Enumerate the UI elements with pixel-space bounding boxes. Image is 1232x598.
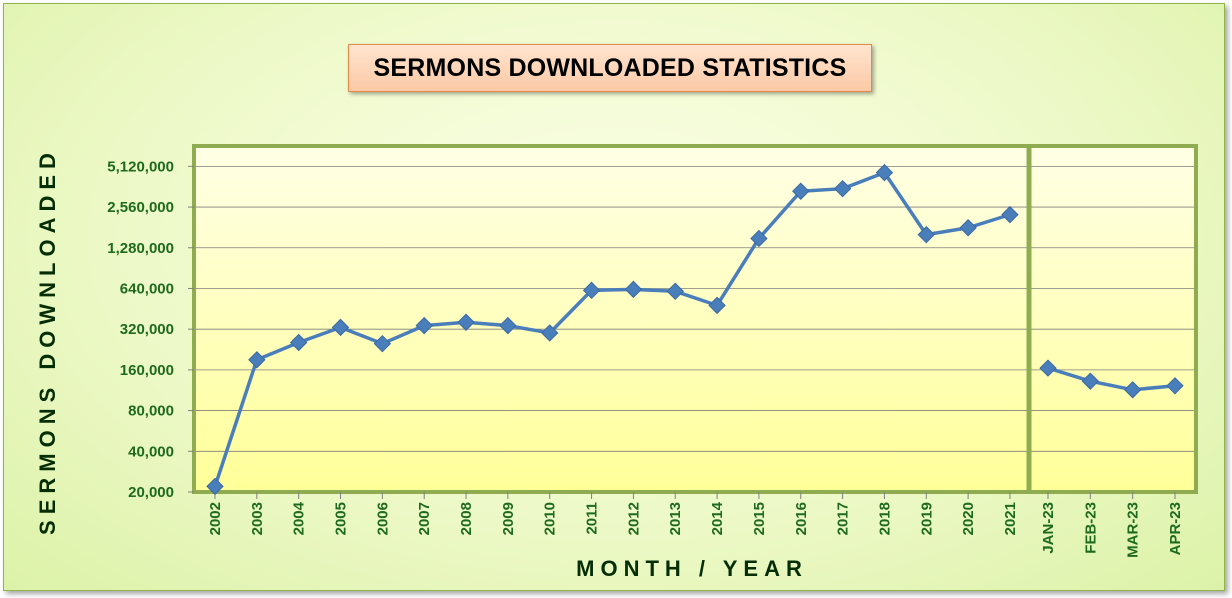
y-axis-ticks: 20,000 40,000 80,000 160,000 320,000 640,000 1… [107,158,194,501]
y-tick-label: 20,000 [128,484,174,501]
data-point-marker [1081,372,1100,390]
x-tick-label: JAN-23 [1040,502,1057,554]
y-tick-label: 320,000 [120,321,174,338]
x-axis-ticks: 2002 2003 2004 2005 2006 2007 2008 2009 2010 2011… [207,492,1184,558]
data-point-marker [959,219,977,237]
y-tick-label: 40,000 [128,443,174,460]
y-tick-label: 2,560,000 [107,199,174,216]
data-point-marker [289,333,308,352]
data-point-marker [1166,377,1184,395]
data-point-marker [206,477,224,496]
x-axis-title: MONTH / YEAR [576,556,808,581]
y-tick-label: 640,000 [120,280,174,297]
data-point-marker [541,324,559,342]
data-point-marker [666,282,684,300]
x-tick-label: MAR-23 [1125,502,1142,558]
data-point-marker [373,334,392,353]
x-tick-label: FEB-23 [1082,502,1099,554]
x-tick-label: 2011 [584,502,601,535]
data-point-marker [331,318,350,337]
x-tick-label: 2015 [751,502,768,535]
series-downloads [206,163,1184,496]
data-point-marker [248,351,266,369]
x-tick-label: 2004 [291,501,308,535]
y-tick-label: 5,120,000 [107,158,174,175]
x-tick-label: 2020 [960,502,977,535]
x-tick-label: 2017 [835,502,852,535]
x-tick-label: 2006 [374,502,391,535]
y-tick-label: 160,000 [120,362,174,379]
y-axis-title: SERMONS DOWNLOADED [35,147,60,535]
x-tick-label: 2019 [918,502,935,535]
x-tick-label: 2021 [1002,502,1019,535]
data-point-marker [833,179,852,198]
x-tick-label: APR-23 [1167,502,1184,555]
x-tick-label: 2002 [207,502,224,535]
x-tick-label: 2007 [416,502,433,535]
x-tick-label: 2003 [249,502,266,535]
data-point-marker [582,281,601,300]
y-tick-label: 80,000 [128,403,174,420]
plot-area [192,144,1198,494]
y-tick-label: 1,280,000 [107,240,174,257]
data-point-marker [875,163,894,182]
x-tick-label: 2012 [625,502,642,535]
data-point-marker [750,229,768,248]
chart-title: SERMONS DOWNLOADED STATISTICS [373,53,847,82]
data-point-marker [624,280,643,299]
data-point-marker [917,225,935,244]
x-tick-label: 2018 [876,502,893,535]
series-line [1047,366,1176,392]
data-point-marker [415,316,433,335]
x-tick-label: 2005 [333,502,350,535]
data-point-marker [457,313,475,331]
x-tick-label: 2014 [709,501,726,535]
data-point-marker [708,296,726,315]
x-tick-label: 2016 [793,502,810,535]
data-point-marker [499,316,517,335]
chart-title-box: SERMONS DOWNLOADED STATISTICS [348,44,872,92]
x-tick-label: 2008 [458,502,475,535]
data-point-marker [1001,205,1019,224]
data-point-marker [1039,359,1057,377]
x-tick-label: 2009 [500,502,517,535]
x-tick-label: 2013 [667,502,684,535]
x-tick-label: 2010 [542,502,559,535]
data-point-marker [792,182,810,200]
series-line [213,170,1011,487]
data-point-marker [1123,381,1142,399]
